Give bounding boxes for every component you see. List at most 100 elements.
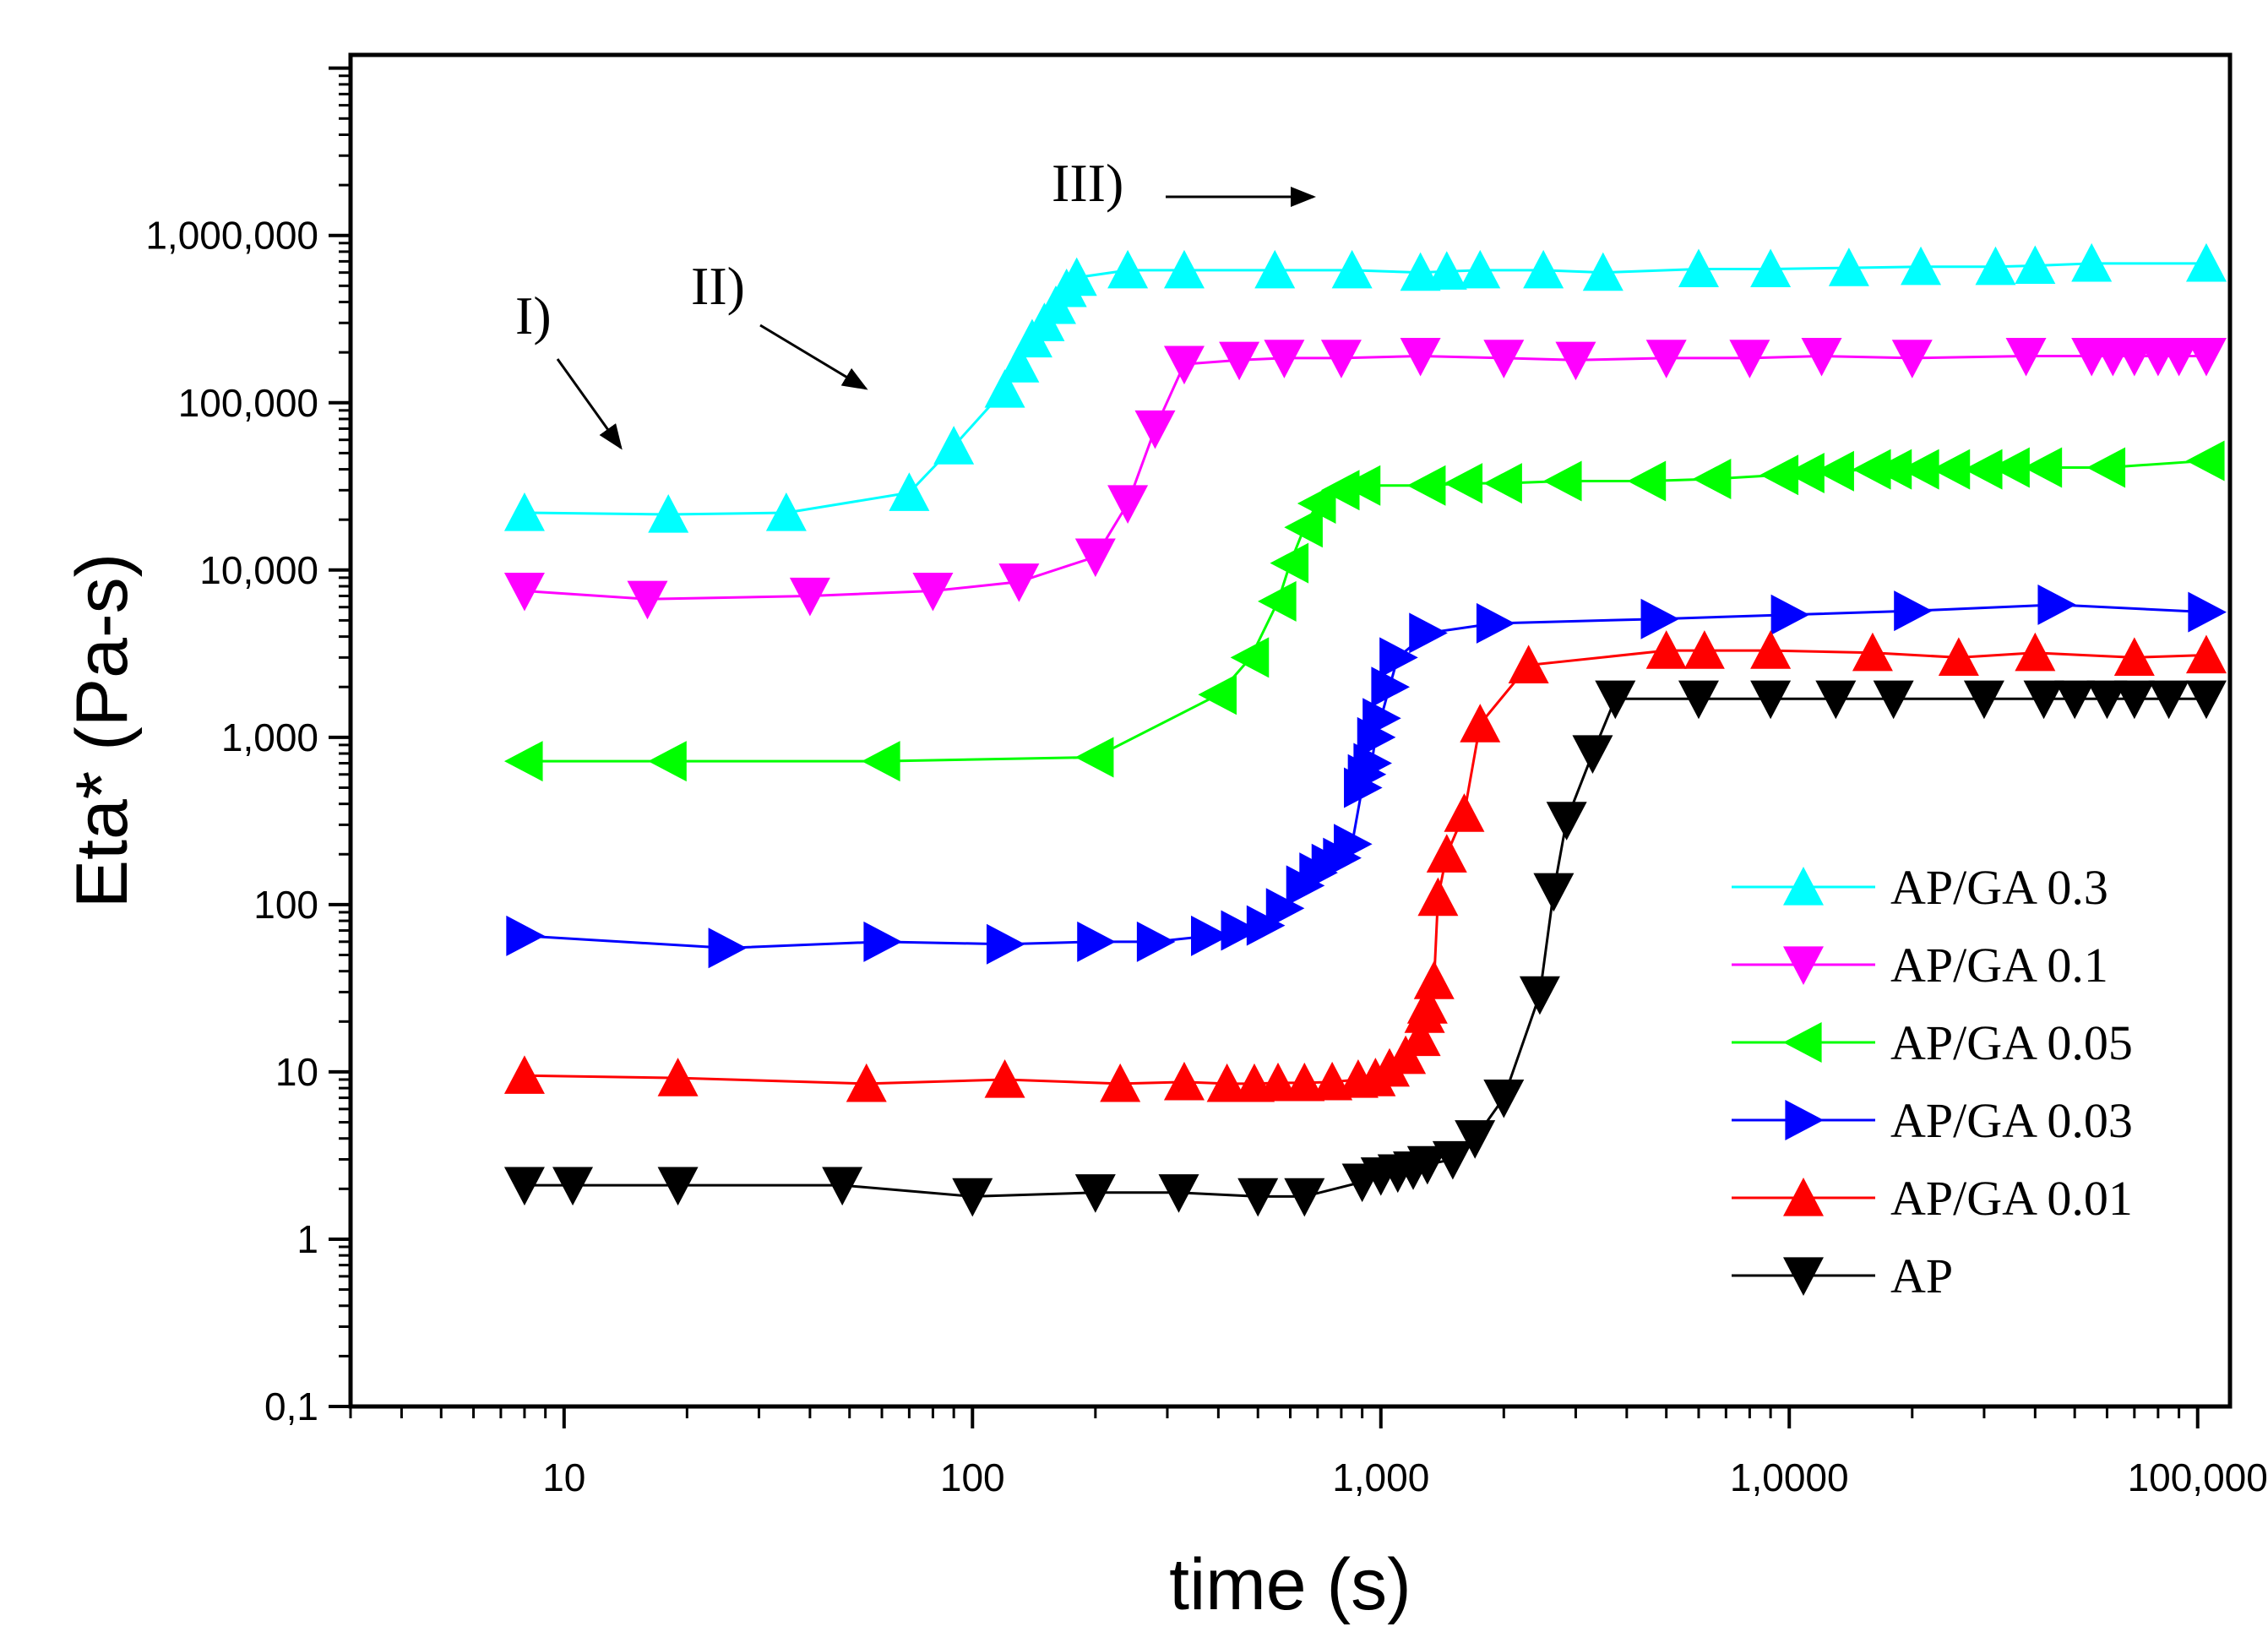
data-point [1406,985,1448,1024]
data-point [1413,960,1455,999]
data-point [1134,410,1176,449]
data-point [1163,249,1205,289]
data-point [1379,637,1418,678]
data-point [1297,482,1336,524]
data-point [1258,1062,1299,1102]
data-point [503,572,545,612]
data-point [1873,680,1914,720]
data-point [2086,447,2126,488]
data-point [846,1063,887,1102]
data-point [1786,452,1825,493]
annotation: III) [1052,153,1316,213]
data-point [889,472,930,511]
data-point [1627,460,1667,502]
data-point [1555,341,1596,381]
legend: AP/GA 0.3 AP/GA 0.1 AP/GA 0.05 AP/GA 0.03 AP… [1732,860,2133,1303]
data-point [1645,340,1687,378]
data-point [2185,440,2225,481]
data-point [952,1178,993,1217]
data-point [1258,580,1297,622]
data-point [1400,337,1441,377]
y-tick-label: 1 [296,1217,318,1261]
data-point [1901,246,1942,286]
annotation-arrow [556,358,623,450]
data-point [506,915,545,956]
data-point [2023,447,2063,488]
data-point [1483,1079,1525,1118]
data-point [1963,449,2003,490]
data-point [503,1167,545,1206]
data-point [1729,340,1770,378]
data-point [1284,1062,1325,1102]
data-point [1508,645,1549,684]
data-point [1320,340,1362,378]
data-point [1230,637,1270,678]
tick-marks: 10 100 1,000 1,0000 100,000 0,1 1 10 100 1,000 10,… [145,66,2268,1499]
data-point [998,344,1040,383]
data-point [2037,584,2077,625]
data-point [1770,594,1810,635]
data-point [1483,463,1522,504]
data-point [1409,612,1448,654]
data-point [1572,735,1613,775]
data-point [1750,680,1792,720]
data-point [1873,449,1912,490]
data-point [1158,1174,1199,1213]
data-point [1582,252,1623,291]
data-point [648,493,689,533]
data-point [1320,470,1360,511]
data-point [1237,1178,1279,1217]
data-point [2023,680,2064,720]
data-point [1801,337,1842,377]
data-point [1246,905,1286,946]
x-tick-label: 100 [940,1455,1005,1499]
data-point [1284,1178,1325,1217]
data-point [1975,246,2016,286]
data-point [1901,449,1939,490]
data-point [1815,450,1854,492]
data-point [1221,910,1260,951]
legend-item: AP/GA 0.1 [1732,938,2108,993]
data-point [765,492,807,531]
annotation: I) [515,286,623,450]
data-point [1426,834,1467,873]
data-point [2071,242,2113,282]
series-ap-ga-0-1 [503,337,2227,620]
data-point [2185,337,2227,377]
data-point [1265,888,1305,929]
data-point [2015,245,2056,285]
series-ap-ga-0-03 [506,584,2227,969]
data-point [1206,1063,1248,1102]
data-point [1640,598,1680,639]
data-point [552,1167,594,1206]
data-point [1426,251,1467,290]
data-point [1107,485,1149,524]
y-tick-label: 100,000 [178,381,318,425]
data-point [1400,1017,1441,1057]
data-point [1815,680,1857,720]
data-point [1852,449,1891,490]
legend-marker [1783,867,1824,906]
data-point [1852,632,1893,672]
data-point [1163,1061,1205,1101]
data-point [1198,674,1237,715]
x-axis-title: time (s) [1169,1544,1411,1625]
data-point [1542,460,1582,502]
data-point [789,577,830,617]
annotation-label: III) [1052,153,1123,213]
y-tick-label: 1,000,000 [145,214,318,258]
data-point [2148,680,2189,720]
data-point [2113,637,2155,676]
data-point [2185,242,2227,282]
x-tick-label: 100,000 [2128,1455,2268,1499]
data-point [1406,465,1446,506]
y-tick-label: 10 [275,1050,318,1094]
data-point [1432,1140,1473,1180]
data-point [1519,976,1560,1015]
data-series [503,242,2227,1217]
data-point [862,741,900,782]
y-tick-label: 1,000 [221,715,318,759]
data-point [1100,1063,1141,1102]
data-point [708,928,748,969]
data-point [933,426,975,465]
